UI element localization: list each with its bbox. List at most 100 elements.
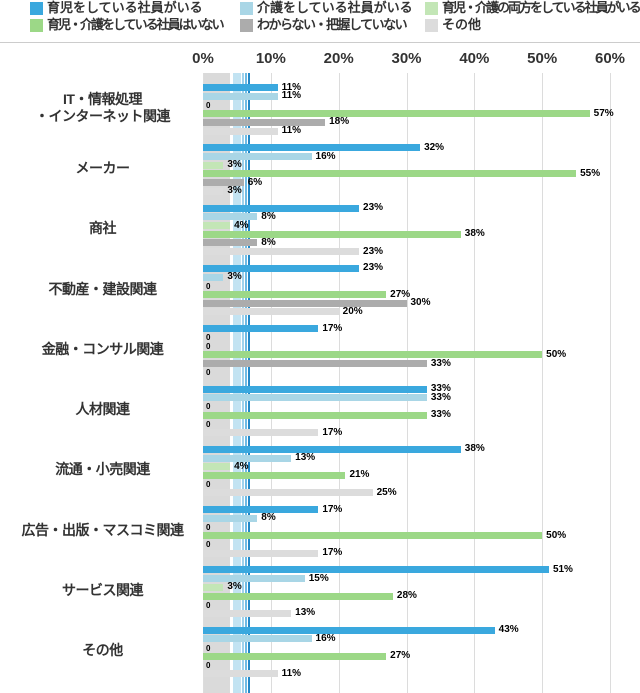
category-label: 人材関連 <box>0 390 205 430</box>
legend-swatch <box>240 1 253 15</box>
bar <box>203 264 360 272</box>
legend-label: 育児・介護の両方をしている社員がいる <box>442 0 640 15</box>
category-label: IT・情報処理 ・インターネット関連 <box>0 88 205 128</box>
legend-label: 介護をしている社員がいる <box>257 0 413 15</box>
bar <box>203 454 292 462</box>
category-label: その他 <box>0 631 205 671</box>
bar-value-label: 21% <box>349 469 370 481</box>
gridline <box>203 73 204 693</box>
category-label-line: 人材関連 <box>75 401 131 418</box>
bar <box>203 394 427 402</box>
bar <box>203 110 590 118</box>
legend-swatch <box>240 18 253 32</box>
bar-value-label: 28% <box>396 590 417 601</box>
bar <box>203 161 224 169</box>
legend-label: わからない・把握していない <box>257 17 408 32</box>
bar <box>203 360 427 367</box>
bar <box>203 385 427 393</box>
bar-value-label: 33% <box>430 391 451 403</box>
legend-swatch <box>30 18 43 32</box>
category-label: サービス関連 <box>0 571 205 611</box>
bar-value-label: 30% <box>410 297 431 309</box>
bar-value-label: 3% <box>227 159 242 171</box>
bar-value-label: 11% <box>281 667 302 679</box>
bar <box>203 325 319 333</box>
bar-zero-label: 0 <box>206 643 211 653</box>
legend-label: 育児・介護をしている社員はいない <box>47 17 225 32</box>
bar-zero-label: 0 <box>206 100 211 110</box>
bar-zero-label: 0 <box>206 333 211 343</box>
x-axis-tick-label: 30% <box>391 50 422 67</box>
bar-value-label: 8% <box>261 210 276 222</box>
legend-item: その他 <box>425 18 481 32</box>
bar <box>203 463 231 471</box>
x-axis-tick-label: 60% <box>594 50 626 67</box>
bar <box>203 273 224 281</box>
bar <box>203 583 224 591</box>
category-label-line: メーカー <box>75 159 131 176</box>
bar <box>203 144 421 152</box>
bar-zero-label: 0 <box>206 368 211 378</box>
bar <box>203 670 278 678</box>
bar-value-label: 57% <box>593 107 614 119</box>
legend-swatch <box>425 1 438 15</box>
category-label: 金融・コンサル関連 <box>0 329 205 369</box>
x-axis-tick-label: 0% <box>192 50 214 67</box>
bar <box>203 471 346 479</box>
bar-value-label: 4% <box>234 219 249 231</box>
bar <box>203 566 549 574</box>
bar <box>203 170 577 178</box>
bar <box>203 204 360 212</box>
bar <box>203 92 278 100</box>
bar <box>203 411 427 419</box>
bar-value-label: 50% <box>546 529 567 541</box>
bar-value-label: 3% <box>227 271 242 283</box>
bar <box>203 592 393 600</box>
bar-value-label: 11% <box>281 90 302 102</box>
bar <box>203 609 292 617</box>
bar-value-label: 18% <box>329 116 350 128</box>
gridline <box>270 73 272 693</box>
x-axis-tick-label: 50% <box>527 50 558 67</box>
bar-value-label: 33% <box>430 409 451 421</box>
bar <box>203 351 543 359</box>
legend-item: 育児・介護をしている社員はいない <box>30 17 225 32</box>
x-axis-tick-label: 10% <box>255 50 286 67</box>
bar <box>203 153 312 160</box>
bar <box>203 532 543 540</box>
legend-item: 育児をしている社員がいる <box>30 1 203 15</box>
legend-item: わからない・把握していない <box>240 17 408 32</box>
legend-label: 育児をしている社員がいる <box>47 0 203 15</box>
reference-line <box>242 73 244 693</box>
gridline <box>338 73 340 693</box>
bar-value-label: 16% <box>315 150 336 162</box>
bar-value-label: 11% <box>281 81 302 93</box>
bar-value-label: 38% <box>464 443 485 455</box>
category-label: 流通・小売関連 <box>0 450 205 490</box>
bar <box>203 308 339 316</box>
bar-value-label: 23% <box>363 245 384 257</box>
category-label-line: 不動産・建設関連 <box>48 280 158 297</box>
x-axis-tick-label: 20% <box>323 50 354 67</box>
bar <box>203 429 319 436</box>
bar-value-label: 11% <box>281 125 302 136</box>
bar <box>203 187 224 195</box>
bar-value-label: 43% <box>498 624 519 636</box>
bar-value-label: 8% <box>261 512 276 524</box>
category-label-line: 商社 <box>89 220 117 237</box>
bar-zero-label: 0 <box>206 342 211 352</box>
bar <box>203 222 231 229</box>
bar-value-label: 38% <box>464 228 485 240</box>
bar <box>203 575 305 583</box>
bar-zero-label: 0 <box>206 523 211 532</box>
bar-value-label: 6% <box>247 176 263 188</box>
bar <box>203 248 360 256</box>
bar <box>203 179 244 187</box>
bar <box>203 213 258 221</box>
bar <box>203 514 258 522</box>
bar-value-label: 17% <box>322 503 343 515</box>
bar-value-label: 51% <box>552 563 573 575</box>
bar-value-label: 27% <box>390 288 411 300</box>
bar-value-label: 3% <box>227 185 242 197</box>
